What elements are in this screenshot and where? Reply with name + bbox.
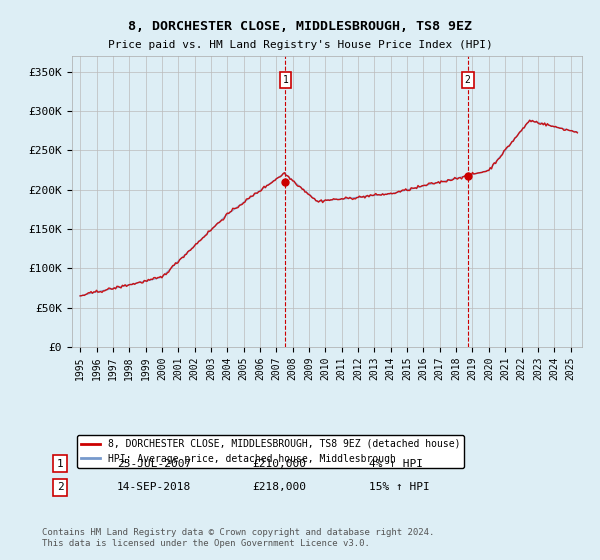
Text: 14-SEP-2018: 14-SEP-2018: [117, 482, 191, 492]
Text: £210,000: £210,000: [252, 459, 306, 469]
Text: 2: 2: [56, 482, 64, 492]
Text: 25-JUL-2007: 25-JUL-2007: [117, 459, 191, 469]
Text: 2: 2: [465, 74, 470, 85]
Text: 4% ↑ HPI: 4% ↑ HPI: [369, 459, 423, 469]
Text: Price paid vs. HM Land Registry's House Price Index (HPI): Price paid vs. HM Land Registry's House …: [107, 40, 493, 50]
Legend: 8, DORCHESTER CLOSE, MIDDLESBROUGH, TS8 9EZ (detached house), HPI: Average price: 8, DORCHESTER CLOSE, MIDDLESBROUGH, TS8 …: [77, 435, 464, 468]
Text: 8, DORCHESTER CLOSE, MIDDLESBROUGH, TS8 9EZ: 8, DORCHESTER CLOSE, MIDDLESBROUGH, TS8 …: [128, 20, 472, 32]
Text: Contains HM Land Registry data © Crown copyright and database right 2024.
This d: Contains HM Land Registry data © Crown c…: [42, 528, 434, 548]
Text: 1: 1: [283, 74, 289, 85]
Text: £218,000: £218,000: [252, 482, 306, 492]
Text: 15% ↑ HPI: 15% ↑ HPI: [369, 482, 430, 492]
Text: 1: 1: [56, 459, 64, 469]
